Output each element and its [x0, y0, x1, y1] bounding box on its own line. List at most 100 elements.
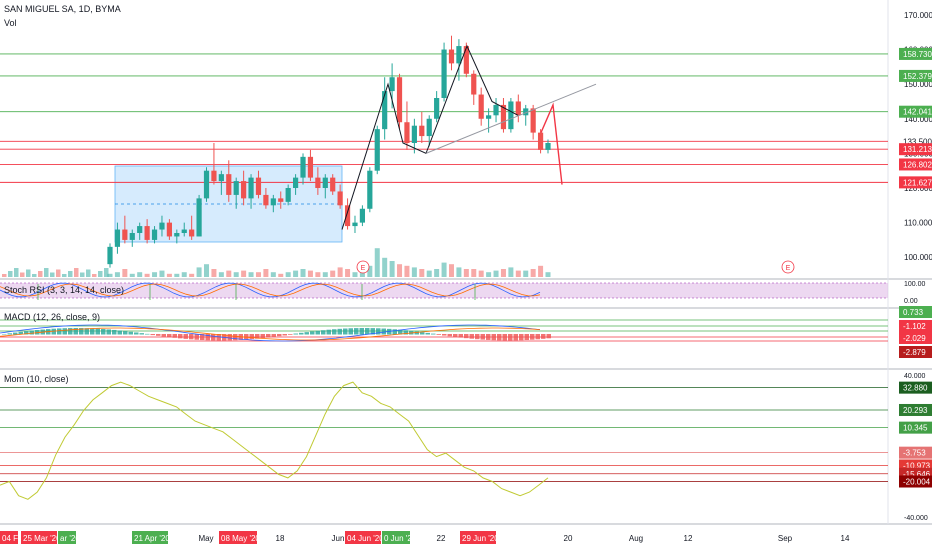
macd-histogram-bar — [365, 328, 370, 335]
macd-histogram-bar — [150, 334, 155, 336]
momentum-label[interactable]: Mom (10, close) — [4, 374, 69, 384]
macd-histogram-bar — [189, 334, 194, 340]
volume-bar — [493, 270, 499, 277]
volume-bar — [114, 272, 120, 277]
volume-bar — [196, 267, 202, 277]
candle-body — [493, 104, 499, 116]
time-badge — [132, 531, 168, 544]
macd-histogram-bar — [519, 334, 524, 341]
macd-histogram-bar — [502, 334, 507, 341]
volume-bar — [307, 270, 313, 277]
candle-body — [270, 198, 276, 206]
candle-body — [248, 177, 254, 199]
macd-histogram-bar — [321, 330, 326, 335]
macd-histogram-bar — [123, 331, 128, 335]
candle-body — [508, 101, 514, 130]
macd-histogram-bar — [233, 334, 238, 341]
macd-histogram-bar — [354, 328, 359, 335]
macd-histogram-bar — [2, 334, 7, 335]
macd-histogram-bar — [288, 334, 293, 335]
macd-histogram-bar — [546, 334, 551, 339]
volume-bar — [530, 269, 536, 277]
macd-histogram-bar — [211, 334, 216, 341]
time-badge — [0, 531, 18, 544]
volume-bar — [152, 272, 158, 277]
macd-histogram-bar — [260, 334, 265, 339]
macd-label[interactable]: MACD (12, 26, close, 9) — [4, 312, 101, 322]
candle-body — [114, 229, 121, 247]
macd-histogram-bar — [425, 332, 430, 335]
macd-histogram-bar — [337, 328, 342, 335]
projection-line — [540, 102, 563, 185]
volume-bar — [515, 270, 521, 277]
volume-bar — [233, 272, 239, 277]
macd-histogram-bar — [442, 334, 447, 336]
price-tick-label: 150.000 — [904, 80, 932, 89]
macd-histogram-bar — [535, 334, 540, 340]
momentum-line — [0, 381, 549, 500]
candle-body — [315, 177, 321, 188]
candle-body — [404, 122, 410, 143]
volume-bar — [463, 269, 469, 277]
macd-histogram-bar — [431, 333, 436, 335]
macd-histogram-bar — [35, 330, 40, 335]
macd-histogram-bar — [172, 334, 177, 338]
volume-bar — [20, 272, 25, 277]
stoch-k-line — [0, 282, 541, 298]
candle-body — [211, 170, 217, 182]
macd-level-badge — [899, 332, 932, 344]
time-tick-label: 20 — [564, 534, 573, 543]
macd-histogram-bar — [491, 334, 496, 341]
volume-bar — [389, 261, 395, 277]
price-level-badge — [899, 105, 932, 118]
macd-histogram-bar — [79, 328, 84, 335]
macd-histogram-bar — [414, 331, 419, 335]
candle-body — [189, 229, 195, 237]
price-level-badge-label: 158.730 — [903, 50, 932, 59]
volume-bar — [56, 269, 61, 277]
volume-bar — [80, 272, 85, 277]
candle-body — [278, 198, 284, 202]
candle-body — [545, 143, 551, 150]
candle-body — [196, 198, 202, 237]
time-badge — [345, 531, 381, 544]
macd-histogram-bar — [348, 328, 353, 335]
volume-bar — [74, 268, 79, 277]
candle-body — [411, 125, 417, 143]
volume-bar — [211, 269, 217, 277]
time-badge — [219, 531, 257, 544]
volume-bar — [159, 270, 165, 277]
volume-bar — [98, 271, 103, 277]
volume-bar — [545, 272, 551, 277]
macd-histogram-bar — [90, 328, 95, 335]
macd-histogram-bar — [541, 334, 546, 339]
candle-body — [255, 177, 262, 195]
volume-bar — [285, 272, 291, 277]
volume-bar — [248, 272, 254, 277]
macd-histogram-bar — [200, 334, 205, 341]
candle-body — [166, 222, 172, 237]
macd-histogram-bar — [194, 334, 199, 340]
mom-level-badge-label: 10.345 — [903, 424, 928, 433]
volume-bar — [300, 269, 306, 277]
volume-bar — [500, 269, 506, 277]
stoch-d-line — [0, 283, 541, 297]
mom-level-badge-label: 20.293 — [903, 406, 928, 415]
macd-histogram-bar — [255, 334, 260, 339]
time-tick-label: Jun — [332, 534, 345, 543]
stoch-rsi-label[interactable]: Stoch RSI (3, 3, 14, 14, close) — [4, 285, 125, 295]
price-level-badge-label: 133.500 — [903, 137, 932, 146]
mom-tick-label: -40.000 — [904, 515, 928, 522]
macd-histogram-bar — [51, 328, 56, 335]
macd-level-badge — [899, 346, 932, 358]
price-tick-label: 140.000 — [904, 115, 932, 124]
macd-histogram-bar — [403, 330, 408, 335]
volume-bar — [523, 270, 529, 277]
volume-bar — [144, 273, 150, 277]
candle-body — [500, 104, 507, 130]
macd-histogram-bar — [359, 328, 364, 335]
candle-body — [144, 226, 150, 240]
mom-level-badge-label: 32.880 — [903, 384, 928, 393]
volume-bar — [322, 272, 328, 277]
macd-level-badge-label: -2.029 — [903, 334, 926, 343]
